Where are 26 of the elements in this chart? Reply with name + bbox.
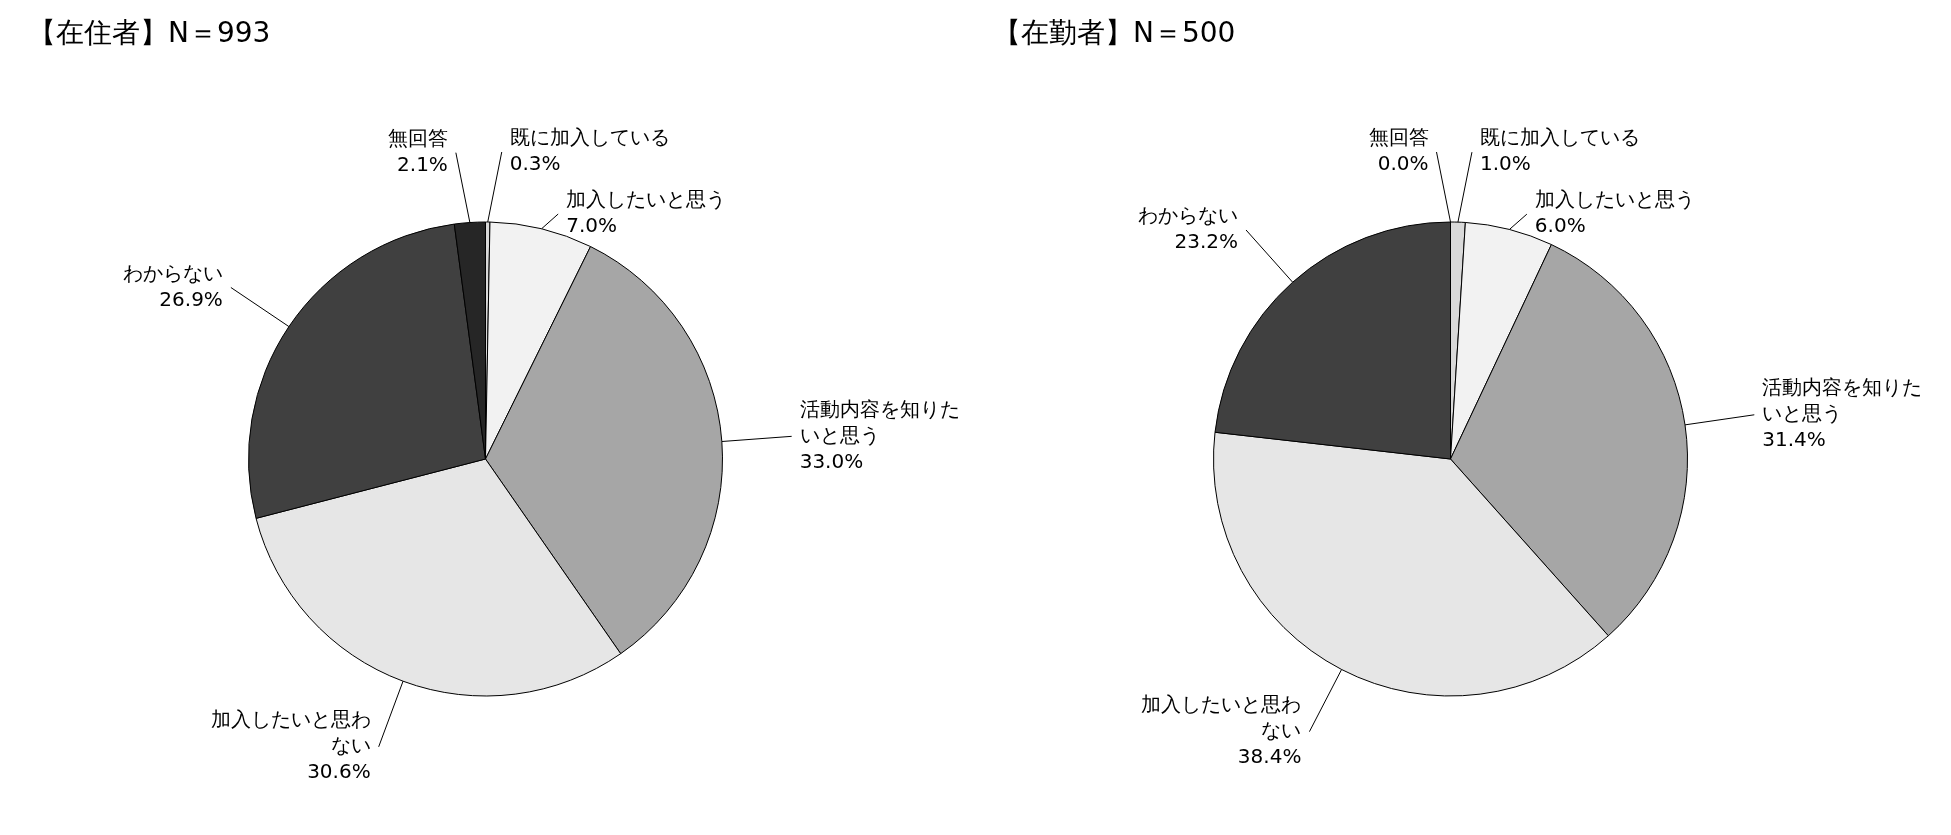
slice-label: 加入したいと思う <box>1534 187 1695 212</box>
slice-label: 既に加入している <box>1479 125 1640 150</box>
data-label: 33.0% <box>799 448 864 473</box>
slice-label: 無回答 <box>387 125 448 150</box>
slice-label: 既に加入している <box>509 125 670 150</box>
data-label: 30.6% <box>307 759 371 784</box>
slice-label: 活動内容を知りたいと思う <box>1762 374 1923 425</box>
slice-label: 活動内容を知りたいと思う <box>799 396 960 447</box>
slice-label: わからない <box>122 260 223 285</box>
data-label: 26.9% <box>159 286 223 311</box>
data-label: 7.0% <box>566 213 617 238</box>
chart-title: 【在住者】N＝993 <box>27 15 272 51</box>
category-label: 無回答 <box>1368 125 1429 150</box>
data-label: 2.1% <box>397 151 448 176</box>
text: 0.0% <box>1377 151 1429 176</box>
chart-title: 【在勤者】N＝500 <box>992 15 1237 51</box>
slice-label: わからない <box>1138 203 1239 228</box>
data-label: 6.0% <box>1534 213 1586 238</box>
data-label: 0.3% <box>509 151 561 176</box>
slice-label: 加入したいと思わない <box>210 707 371 758</box>
slice-label: 加入したいと思う <box>566 187 727 212</box>
data-label: 1.0% <box>1479 151 1531 176</box>
slice-label: 加入したいと思わない <box>1141 691 1302 742</box>
data-label: 38.4% <box>1237 743 1302 768</box>
data-label: 31.4% <box>1762 426 1826 451</box>
data-label: 23.2% <box>1174 229 1239 254</box>
